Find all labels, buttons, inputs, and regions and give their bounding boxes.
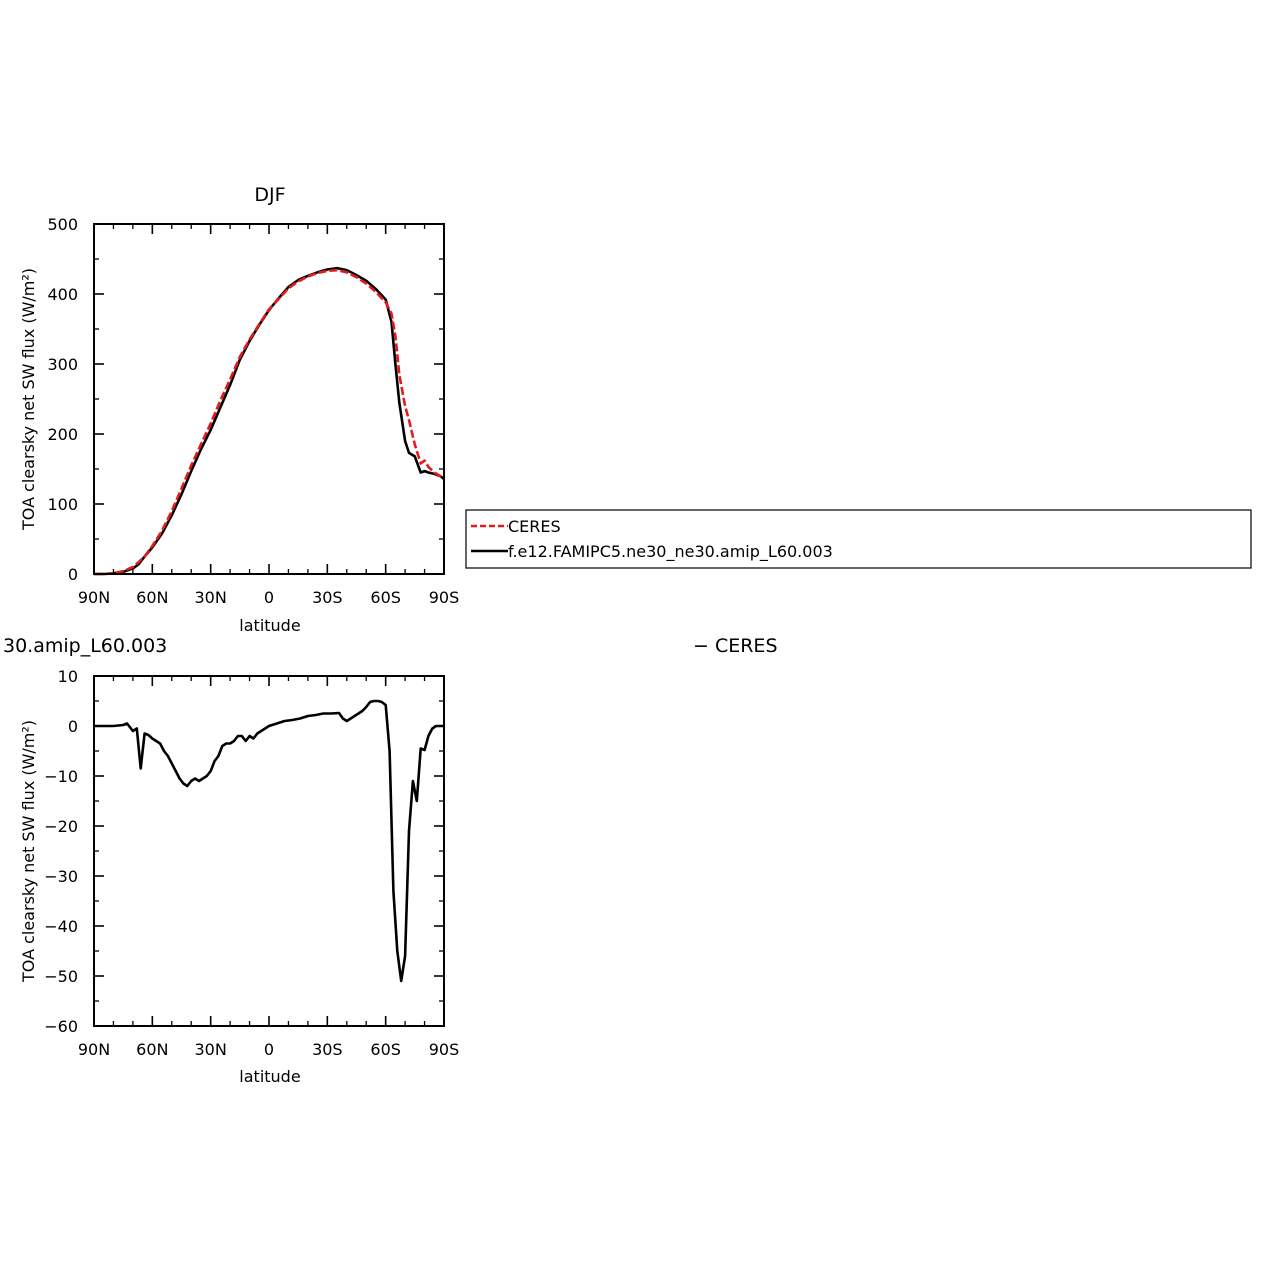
x-tick-label: 90S [429,1040,460,1059]
x-tick-label: 0 [264,588,274,607]
y-tick-label: 0 [68,717,78,736]
panel-title-right: − CERES [693,635,778,657]
y-tick-label: −10 [44,767,78,786]
series-line-difference [94,699,444,983]
y-tick-label: 400 [47,285,78,304]
x-tick-label: 30N [195,1040,227,1059]
y-axis-label: TOA clearsky net SW flux (W/m²) [19,720,38,983]
y-tick-label: −20 [44,817,78,836]
y-tick-label: −40 [44,917,78,936]
x-tick-label: 30N [195,588,227,607]
x-tick-label: 30S [312,588,343,607]
x-tick-label: 90N [78,588,110,607]
x-axis-label: latitude [239,616,300,635]
panel-title-left: 30.amip_L60.003 [3,635,167,657]
legend-entry-model: f.e12.FAMIPC5.ne30_ne30.amip_L60.003 [508,542,833,562]
x-axis-label: latitude [239,1067,300,1086]
y-tick-label: 10 [58,667,78,686]
y-tick-label: 100 [47,495,78,514]
y-tick-label: 200 [47,425,78,444]
panel-djf: DJF 90N 60N 30N 0 30S 60S 90S0100200300400500 … [19,184,459,635]
x-tick-label: 90S [429,588,460,607]
x-tick-label: 0 [264,1040,274,1059]
y-tick-label: −60 [44,1017,78,1036]
legend-box [465,509,1252,569]
x-tick-label: 90N [78,1040,110,1059]
y-tick-label: −30 [44,867,78,886]
x-tick-label: 60N [136,1040,168,1059]
y-tick-label: 300 [47,355,78,374]
y-axis-label: TOA clearsky net SW flux (W/m²) [19,268,38,531]
y-tick-label: 500 [47,215,78,234]
x-tick-label: 30S [312,1040,343,1059]
y-tick-label: 0 [68,565,78,584]
legend: CERES f.e12.FAMIPC5.ne30_ne30.amip_L60.0… [465,509,1252,569]
legend-entry-ceres: CERES [508,517,561,536]
panel-difference: 30.amip_L60.003 − CERES 90N 60N 30N 0 30S 60S… [3,635,778,1086]
x-tick-label: 60N [136,588,168,607]
x-tick-label: 60S [370,588,401,607]
plot-frame [93,223,445,575]
panel-title: DJF [254,184,285,206]
x-tick-label: 60S [370,1040,401,1059]
series-line-ceres [94,268,445,576]
y-tick-label: −50 [44,967,78,986]
